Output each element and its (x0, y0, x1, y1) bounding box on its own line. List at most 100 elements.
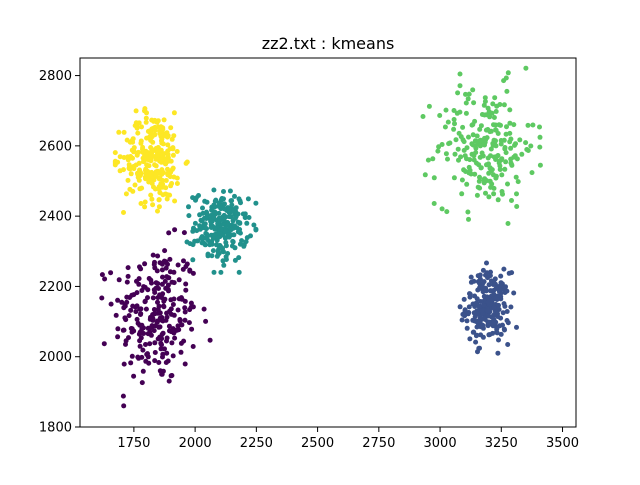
data-point (139, 288, 145, 293)
data-point (232, 245, 238, 251)
data-point (182, 298, 188, 304)
data-point (476, 178, 482, 184)
data-point (161, 304, 167, 310)
data-point (151, 118, 157, 124)
data-point (212, 209, 218, 215)
data-point (494, 324, 500, 330)
data-point (461, 167, 467, 173)
data-point (475, 349, 480, 355)
data-point (473, 145, 479, 151)
data-point (142, 199, 148, 205)
data-point (463, 100, 469, 106)
data-point (102, 276, 108, 282)
data-point (244, 220, 250, 226)
data-point (164, 350, 170, 356)
data-point (126, 162, 132, 168)
data-point (233, 205, 239, 211)
data-point (208, 218, 214, 224)
data-point (452, 121, 457, 127)
data-point (169, 373, 175, 378)
data-point (130, 155, 135, 161)
data-point (166, 378, 172, 384)
data-point (152, 132, 158, 138)
data-point (486, 282, 492, 288)
data-point (426, 103, 432, 109)
data-point (143, 115, 149, 121)
data-point (430, 156, 436, 162)
data-point (437, 113, 443, 118)
data-point (140, 144, 146, 150)
data-point (121, 361, 127, 367)
data-point (455, 146, 461, 152)
data-point (529, 170, 535, 176)
data-point (199, 240, 205, 246)
data-point (124, 279, 130, 285)
data-point (176, 277, 182, 283)
data-point (484, 260, 489, 266)
data-point (505, 221, 511, 226)
data-point (154, 268, 160, 274)
data-point (469, 122, 475, 128)
data-point (467, 291, 473, 297)
data-point (481, 102, 487, 108)
data-point (136, 355, 142, 361)
data-point (471, 100, 477, 106)
x-tick-label: 2250 (240, 436, 273, 451)
data-point (160, 274, 165, 280)
data-point (184, 239, 190, 245)
data-point (152, 340, 158, 346)
data-point (228, 227, 234, 233)
data-point (235, 219, 241, 225)
data-point (202, 221, 208, 227)
data-point (482, 139, 488, 145)
data-point (134, 278, 139, 284)
data-point (139, 322, 145, 328)
data-point (182, 317, 188, 323)
data-point (504, 288, 510, 294)
data-point (143, 342, 148, 347)
data-point (129, 329, 135, 335)
data-point (149, 169, 155, 175)
data-point (172, 198, 178, 204)
data-point (155, 281, 161, 287)
data-point (530, 122, 536, 128)
data-point (174, 175, 180, 181)
data-point (101, 341, 107, 347)
data-point (491, 304, 497, 310)
data-point (460, 124, 466, 130)
data-point (455, 90, 461, 96)
data-point (124, 299, 130, 305)
data-point (162, 248, 168, 254)
data-point (147, 325, 153, 331)
data-point (507, 107, 513, 113)
data-point (211, 269, 217, 275)
data-point (218, 269, 224, 275)
data-point (126, 313, 132, 319)
data-point (168, 125, 174, 131)
data-point (466, 216, 471, 222)
data-point (147, 341, 153, 347)
data-point (508, 136, 514, 142)
data-point (156, 204, 162, 210)
data-point (157, 260, 163, 266)
data-point (124, 137, 130, 143)
data-point (164, 338, 169, 344)
data-point (162, 346, 167, 352)
data-point (478, 324, 484, 330)
data-point (474, 133, 480, 139)
data-point (157, 175, 163, 181)
data-point (485, 155, 491, 161)
data-point (491, 115, 497, 120)
data-point (162, 278, 168, 284)
data-point (211, 187, 217, 193)
data-point (514, 324, 519, 330)
data-point (165, 358, 171, 364)
data-point (221, 189, 226, 194)
data-point (467, 157, 473, 163)
y-tick-label: 2200 (39, 280, 72, 295)
data-point (471, 329, 477, 335)
data-point (133, 120, 139, 126)
data-point (221, 206, 227, 211)
data-point (468, 274, 474, 280)
